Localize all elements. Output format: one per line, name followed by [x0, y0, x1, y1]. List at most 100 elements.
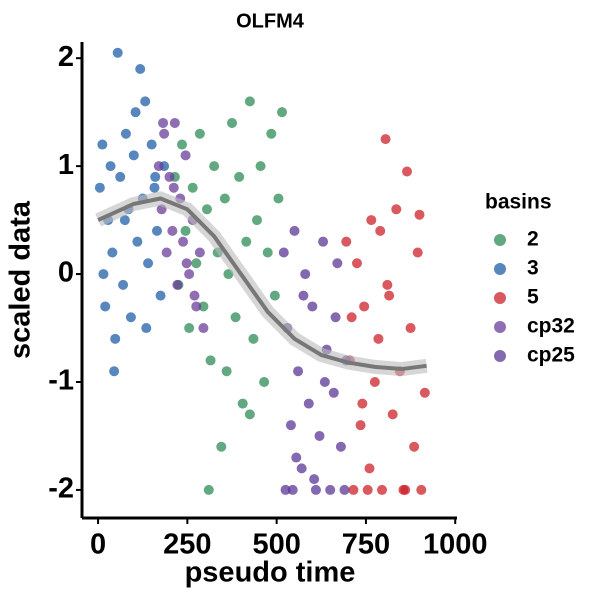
point — [203, 484, 214, 495]
point — [181, 258, 192, 269]
point — [198, 323, 209, 334]
x-tick-label: 250 — [163, 529, 211, 561]
legend-label: 2 — [527, 228, 539, 251]
x-tick-label: 750 — [342, 529, 390, 561]
point — [341, 236, 352, 247]
x-axis-label: pseudo time — [185, 557, 356, 589]
point — [221, 366, 232, 377]
point — [293, 366, 304, 377]
point — [298, 290, 309, 301]
y-tick-label: -2 — [48, 473, 74, 505]
point — [180, 225, 191, 236]
point — [205, 355, 216, 366]
point — [172, 279, 183, 290]
legend-title: basins — [485, 191, 552, 214]
point — [384, 290, 395, 301]
point — [100, 301, 111, 312]
point — [369, 377, 380, 387]
point — [382, 279, 393, 290]
point — [278, 247, 289, 258]
point — [309, 474, 320, 485]
point — [289, 225, 300, 236]
point — [328, 387, 339, 398]
y-axis-label: scaled data — [5, 200, 37, 359]
point — [414, 209, 425, 220]
point — [359, 301, 370, 312]
point — [180, 150, 191, 161]
point — [277, 107, 287, 118]
point — [314, 430, 325, 441]
point — [234, 171, 245, 182]
point — [125, 312, 136, 323]
y-tick-label: 1 — [58, 149, 74, 181]
point — [380, 134, 391, 145]
point — [273, 193, 284, 204]
point — [105, 161, 116, 172]
point — [216, 441, 227, 452]
point — [219, 193, 230, 204]
point — [97, 139, 108, 150]
point — [419, 387, 430, 398]
point — [303, 398, 314, 409]
point — [202, 204, 212, 215]
point — [310, 484, 321, 495]
y-tick-label: -1 — [48, 365, 74, 397]
point — [191, 301, 202, 312]
point — [109, 366, 120, 377]
point — [177, 139, 187, 150]
point — [191, 258, 202, 269]
point — [158, 117, 169, 128]
point — [198, 301, 209, 312]
point — [318, 236, 329, 247]
point — [348, 484, 359, 495]
point — [352, 258, 362, 269]
point — [132, 236, 143, 247]
point — [255, 161, 266, 172]
point — [146, 139, 157, 150]
x-tick-label: 0 — [90, 529, 106, 561]
point — [135, 63, 146, 74]
point — [110, 333, 121, 344]
x-tick-label: 500 — [252, 529, 300, 561]
legend-marker — [494, 321, 506, 333]
legend-label: 3 — [527, 257, 539, 280]
point — [244, 409, 255, 420]
legend-marker — [494, 263, 506, 275]
point — [291, 452, 302, 463]
point — [373, 333, 384, 344]
point — [153, 161, 164, 172]
point — [141, 323, 152, 334]
point — [184, 269, 195, 280]
point — [149, 182, 160, 193]
point — [330, 312, 341, 323]
legend-marker — [494, 350, 506, 362]
point — [319, 377, 330, 387]
point — [150, 171, 161, 182]
point — [339, 484, 350, 495]
point — [375, 225, 386, 236]
legend-marker — [494, 234, 506, 246]
point — [307, 301, 318, 312]
point — [412, 247, 423, 258]
y-tick-label: 0 — [58, 257, 74, 289]
point — [194, 128, 205, 139]
point — [400, 484, 411, 495]
y-tick-label: 2 — [58, 41, 74, 73]
point — [405, 323, 416, 334]
point — [280, 484, 291, 495]
point — [115, 171, 126, 182]
point — [248, 333, 259, 344]
point — [241, 236, 252, 247]
point — [244, 96, 255, 107]
point — [377, 484, 387, 495]
point — [168, 182, 179, 193]
smooth-line — [97, 196, 427, 372]
point — [209, 161, 220, 172]
point — [325, 484, 336, 495]
point — [143, 258, 154, 269]
point — [155, 290, 166, 301]
point — [130, 107, 141, 118]
legend-marker — [494, 292, 506, 304]
